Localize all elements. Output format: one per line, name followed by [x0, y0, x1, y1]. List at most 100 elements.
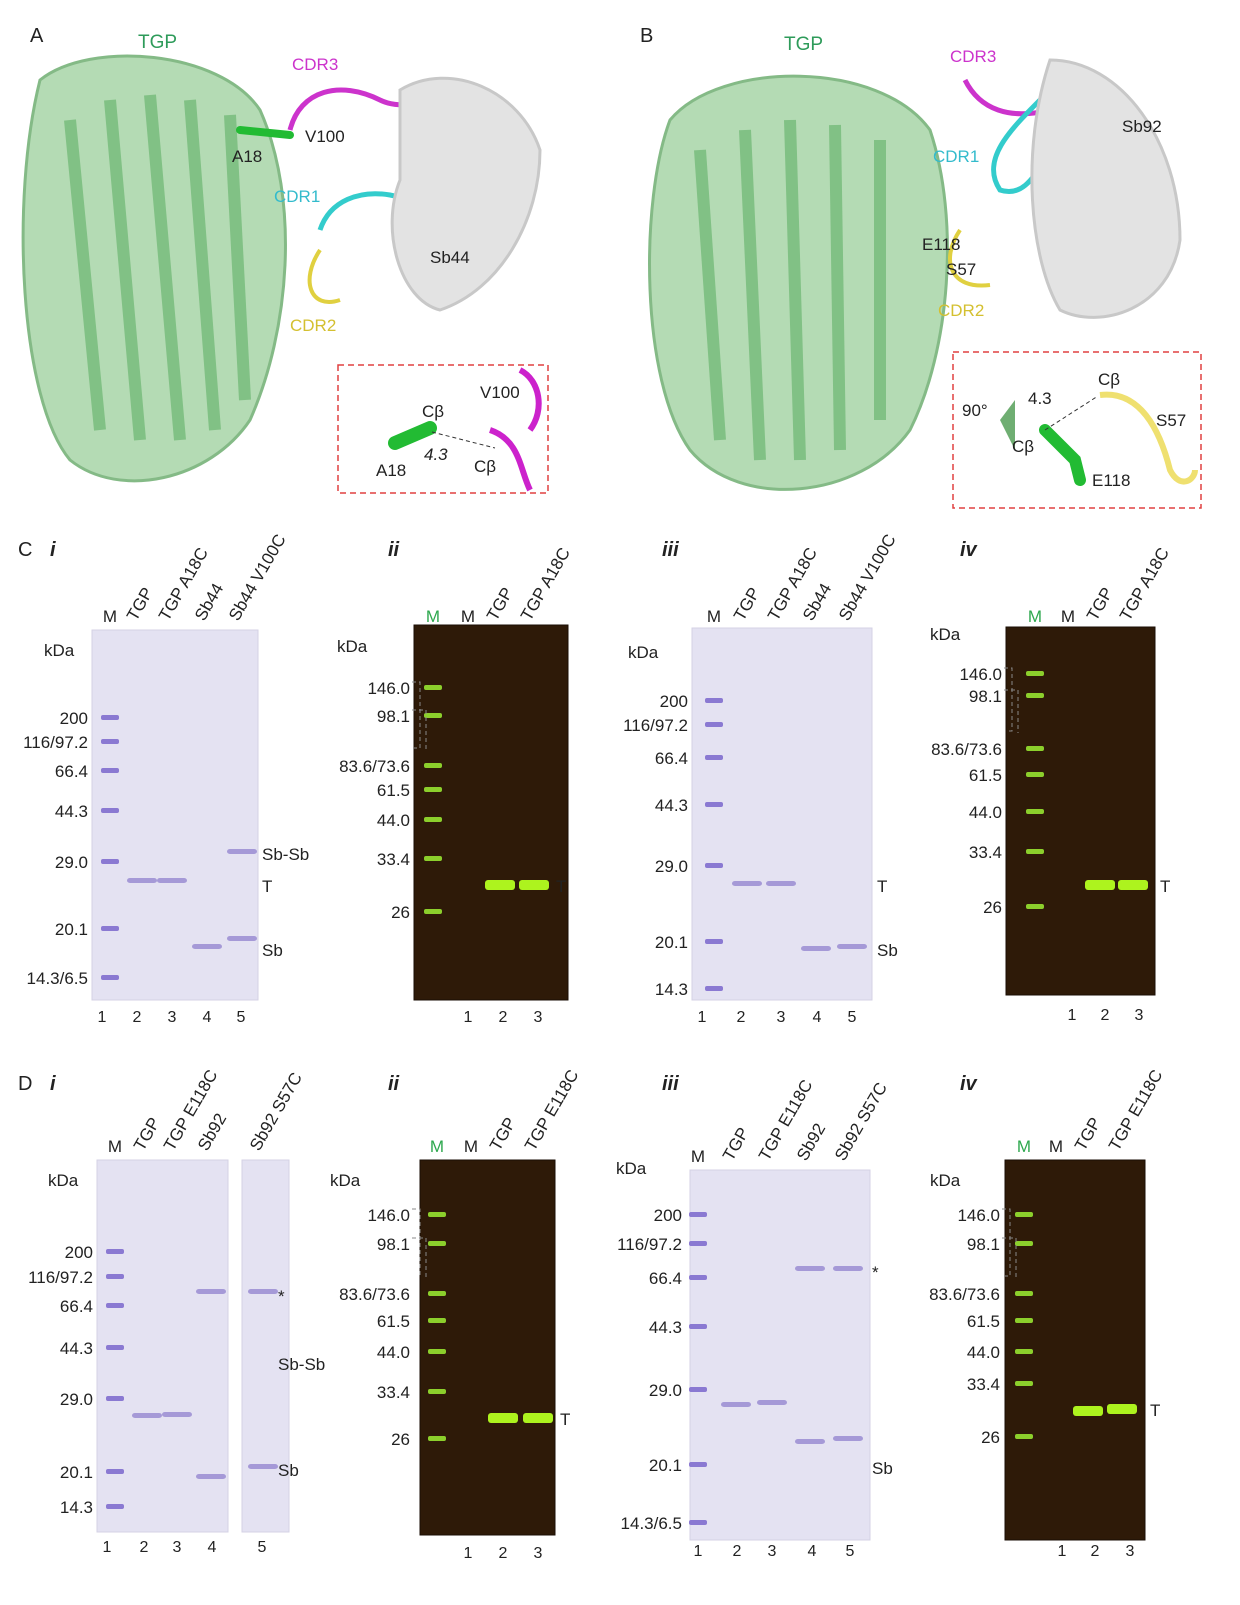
inset-label: Cβ — [422, 402, 444, 421]
inset-strand — [1000, 400, 1015, 450]
beta-strands — [694, 119, 886, 461]
marker-label: 61.5 — [377, 1312, 410, 1331]
lane-number: 3 — [168, 1009, 177, 1026]
band-label: T — [262, 877, 272, 896]
marker-label: 26 — [981, 1428, 1000, 1447]
marker-label: 29.0 — [55, 853, 88, 872]
band-label: T — [560, 1410, 570, 1429]
band-label: T — [1160, 877, 1170, 896]
sample-band — [248, 1464, 278, 1469]
label-cdr2: CDR2 — [290, 316, 336, 335]
marker-label: 44.3 — [649, 1318, 682, 1337]
sample-band — [162, 1412, 192, 1417]
band-label: T — [1150, 1401, 1160, 1420]
lane-number: 4 — [203, 1009, 212, 1026]
ladder-band — [1015, 1434, 1033, 1439]
lane-header: Sb44 — [191, 580, 227, 624]
marker-label: 83.6/73.6 — [929, 1285, 1000, 1304]
gel-numeral: i — [50, 1073, 56, 1095]
lane-number: 4 — [813, 1009, 822, 1026]
lane-number: 1 — [98, 1009, 107, 1026]
ladder-band — [705, 755, 723, 760]
sample-band — [196, 1474, 226, 1479]
lane-header: Sb92 S57C — [246, 1069, 306, 1154]
ladder-band — [689, 1275, 707, 1280]
a18-stick — [236, 126, 294, 139]
lane-number: 5 — [237, 1009, 246, 1026]
label-label: A — [30, 25, 44, 47]
lane-number: 3 — [1135, 1007, 1144, 1024]
ladder-band — [689, 1462, 707, 1467]
marker-label: 44.0 — [377, 1343, 410, 1362]
ladder-band — [424, 685, 442, 690]
sample-band — [837, 944, 867, 949]
lane-number: 5 — [846, 1543, 855, 1560]
ladder-band — [106, 1303, 124, 1308]
sample-band — [248, 1289, 278, 1294]
label-cdr2: CDR2 — [938, 301, 984, 320]
label-v100: V100 — [305, 127, 345, 146]
band-label: T — [556, 877, 566, 896]
gel-numeral: i — [50, 539, 56, 561]
sample-band — [523, 1413, 553, 1423]
ladder-band — [1026, 671, 1044, 676]
ladder-band — [106, 1469, 124, 1474]
gel-numeral: iv — [960, 1073, 979, 1095]
lane-number: 2 — [1101, 1007, 1110, 1024]
sample-band — [721, 1402, 751, 1407]
gel-numeral: ii — [388, 1073, 400, 1095]
label-tgp: TGP — [138, 32, 177, 53]
ladder-band — [705, 986, 723, 991]
marker-label: 200 — [65, 1243, 93, 1262]
lane-header: TGP — [719, 1124, 753, 1164]
ladder-band — [1015, 1212, 1033, 1217]
marker-label: 44.0 — [969, 803, 1002, 822]
marker-label: 44.3 — [55, 802, 88, 821]
inset-label: A18 — [376, 461, 406, 480]
lane-header: TGP E118C — [1105, 1066, 1167, 1154]
marker-label: 33.4 — [377, 1383, 410, 1402]
beta-strands — [64, 94, 251, 441]
inset-label: Cβ — [1098, 370, 1120, 389]
marker-label: 44.3 — [655, 796, 688, 815]
lane-header: M — [1061, 607, 1075, 626]
marker-label: 83.6/73.6 — [339, 757, 410, 776]
lane-number: 3 — [768, 1543, 777, 1560]
marker-label: 14.3/6.5 — [27, 969, 88, 988]
lane-number: 1 — [1068, 1007, 1077, 1024]
inset-label: S57 — [1156, 411, 1186, 430]
ladder-band — [689, 1212, 707, 1217]
lane-header: M — [464, 1137, 478, 1156]
band-label: Sb — [262, 941, 283, 960]
sample-band — [1107, 1404, 1137, 1414]
lane-number: 3 — [1126, 1543, 1135, 1560]
sample-band — [833, 1266, 863, 1271]
label-a18: A18 — [232, 147, 262, 166]
marker-label: 26 — [391, 1430, 410, 1449]
lane-number: 2 — [499, 1009, 508, 1026]
lane-header: TGP — [123, 584, 157, 624]
gel-numeral: iii — [662, 539, 679, 561]
band-label: Sb-Sb — [278, 1355, 325, 1374]
structure-a — [21, 54, 549, 494]
ladder-band — [1015, 1381, 1033, 1386]
marker-label: 98.1 — [377, 1235, 410, 1254]
marker-label: 33.4 — [377, 850, 410, 869]
ladder-band — [428, 1241, 446, 1246]
marker-label: 146.0 — [957, 1206, 1000, 1225]
lane-header: M — [426, 607, 440, 626]
marker-label: 29.0 — [60, 1390, 93, 1409]
lane-header: M — [461, 607, 475, 626]
ladder-band — [689, 1324, 707, 1329]
marker-label: 98.1 — [967, 1235, 1000, 1254]
marker-label: 146.0 — [367, 679, 410, 698]
ladder-band — [1015, 1241, 1033, 1246]
marker-connector — [412, 681, 427, 750]
ladder-band — [705, 863, 723, 868]
marker-label: 14.3 — [655, 980, 688, 999]
sample-band — [519, 880, 549, 890]
lane-header: Sb92 — [793, 1120, 829, 1164]
marker-label: 26 — [983, 898, 1002, 917]
marker-label: 98.1 — [377, 707, 410, 726]
lane-header: M — [691, 1147, 705, 1166]
